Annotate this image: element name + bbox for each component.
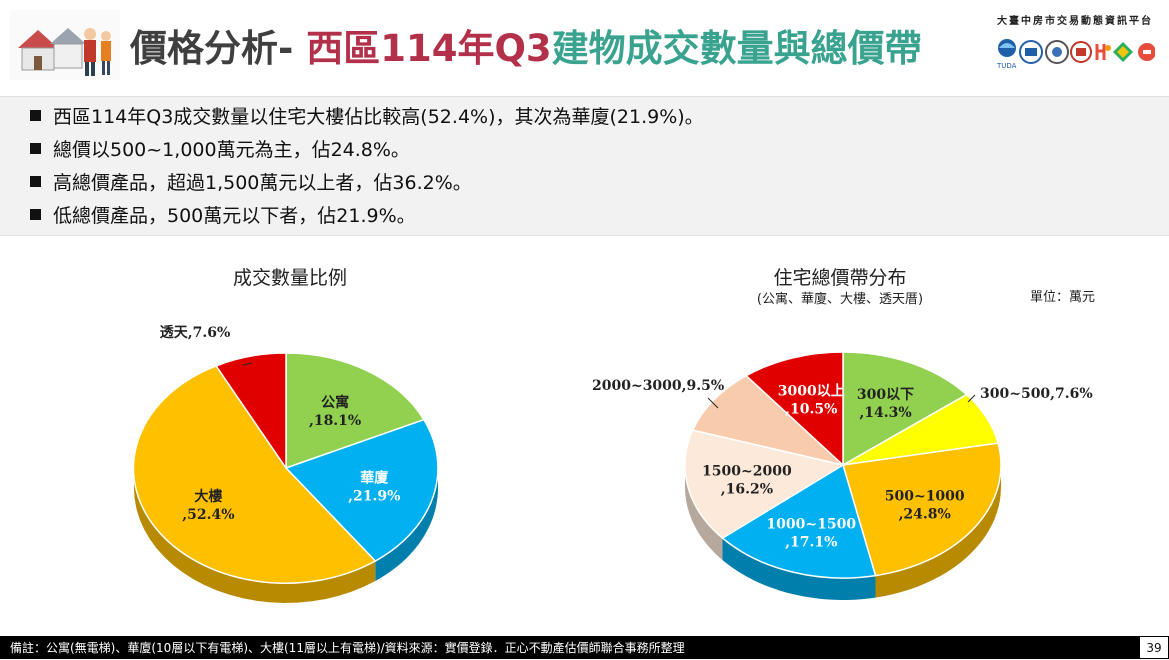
diamond-logo-icon: [1113, 42, 1133, 62]
slice-label: 公寓: [321, 394, 349, 411]
association-seal-icon: [1045, 40, 1069, 64]
slice-value-label: ,52.4%: [182, 507, 234, 523]
pie-side-2-3: [722, 538, 876, 600]
bullet-item: 高總價產品，超過1,500萬元以上者，佔36.2%。: [30, 167, 472, 199]
slice-value-label: ,18.1%: [309, 413, 361, 429]
slice-value-label: ,14.3%: [859, 405, 911, 421]
pie-side-2-4: [685, 465, 723, 561]
bullet-square-icon: [30, 209, 41, 220]
chart2-title: 住宅總價帶分布: [773, 267, 907, 289]
leader-line: [242, 362, 253, 366]
slice-label: 大樓: [194, 488, 222, 505]
slice-label: 500~1000: [885, 489, 965, 505]
pie-slice-2-0: [842, 351, 968, 467]
unit-label: 單位：萬元: [1030, 290, 1096, 305]
pie-slice-2-2: [842, 442, 1002, 577]
seal-red-icon: [1070, 41, 1092, 63]
red-cross-logo-icon: [1138, 43, 1155, 61]
slice-value-label: ,10.5%: [785, 402, 837, 418]
title-prefix: 價格分析-: [130, 27, 307, 70]
bullet-item: 低總價產品，500萬元以下者，佔21.9%。: [30, 200, 416, 232]
pie-slice-1-0: [285, 352, 426, 470]
pie-slice-1-3: [214, 352, 287, 471]
pie-chart-2: 300以下 ,14.3% 300~500,7.6% 500~1000 ,24.8% 100…: [592, 351, 1093, 600]
footer-note: 備註：公寓(無電梯)、華廈(10層以下有電梯)、大樓(11層以上有電梯)/資料來…: [10, 641, 685, 655]
bullet-square-icon: [30, 143, 41, 154]
slice-value-label: ,24.8%: [899, 507, 951, 523]
slice-value-label: ,17.1%: [785, 534, 837, 550]
slice-label: 3000以上: [778, 384, 845, 400]
house-illustration-icon: [10, 10, 120, 80]
slice-label: 華廈: [360, 469, 388, 486]
chart1-title: 成交數量比例: [232, 267, 347, 289]
bullet-text: 西區114年Q3成交數量以住宅大樓佔比較高(52.4%)，其次為華廈(21.9%…: [53, 106, 704, 128]
tuda-caption: TUDA: [996, 62, 1017, 70]
platform-branding: 大臺中房市交易動態資訊平台 TUDA: [995, 12, 1155, 82]
chart2-subtitle: (公寓、華廈、大樓、透天厝): [756, 292, 924, 307]
footer-bar: 備註：公寓(無電梯)、華廈(10層以下有電梯)、大樓(11層以上有電梯)/資料來…: [0, 636, 1169, 659]
leader-line: [707, 397, 719, 409]
pie-slice-2-5: [691, 374, 846, 467]
slice-label: 300以下: [857, 387, 914, 403]
pie-side-2-2: [875, 465, 1001, 598]
hp-logo-icon: [1095, 43, 1111, 61]
pie-slice-2-3: [721, 463, 877, 579]
bullet-text: 總價以500~1,000萬元為主，佔24.8%。: [53, 139, 410, 161]
pie-slice-1-2: [132, 364, 377, 584]
leader-line: [967, 394, 976, 403]
pie-side-1-1: [375, 468, 438, 581]
pie-charts: 公寓 ,18.1% 華廈 ,21.9% 大樓 ,52.4% 透天,7.6% 300以下 ,14.…: [132, 325, 1093, 603]
bullet-square-icon: [30, 176, 41, 187]
slice-label: 300~500,7.6%: [980, 386, 1093, 402]
bullet-item: 總價以500~1,000萬元為主，佔24.8%。: [30, 134, 410, 166]
slice-value-label: ,16.2%: [721, 482, 773, 498]
bullet-square-icon: [30, 110, 41, 121]
title-region: 西區114年Q3: [306, 27, 552, 70]
summary-bullets: 西區114年Q3成交數量以住宅大樓佔比較高(52.4%)，其次為華廈(21.9%…: [0, 96, 1169, 236]
platform-name: 大臺中房市交易動態資訊平台: [997, 16, 1153, 27]
bullet-item: 西區114年Q3成交數量以住宅大樓佔比較高(52.4%)，其次為華廈(21.9%…: [30, 101, 704, 133]
pie-slice-1-1: [284, 418, 439, 562]
title-subject: 建物成交數量與總價帶: [551, 27, 922, 70]
pie-side-1-2: [134, 468, 376, 603]
page-number: 39: [1139, 636, 1169, 659]
tuda-logo-icon: TUDA: [996, 39, 1017, 70]
bullet-text: 高總價產品，超過1,500萬元以上者，佔36.2%。: [53, 172, 472, 194]
slice-label: 1500~2000: [702, 464, 792, 480]
page-title: 價格分析- 西區114年Q3建物成交數量與總價帶: [130, 18, 922, 74]
bullet-text: 低總價產品，500萬元以下者，佔21.9%。: [53, 205, 416, 227]
city-seal-icon: [1019, 40, 1043, 64]
pie-slice-2-4: [684, 429, 845, 540]
slice-label: 透天,7.6%: [160, 325, 231, 341]
slice-label: 1000~1500: [766, 516, 856, 532]
slice-label: 2000~3000,9.5%: [592, 378, 724, 394]
slice-value-label: ,21.9%: [348, 488, 400, 504]
pie-slice-2-6: [744, 351, 844, 467]
partner-logos-icon: TUDA: [996, 39, 1155, 70]
pie-chart-1: 公寓 ,18.1% 華廈 ,21.9% 大樓 ,52.4% 透天,7.6%: [132, 325, 439, 603]
slide-header: 價格分析- 西區114年Q3建物成交數量與總價帶 大臺中房市交易動態資訊平台 T…: [0, 0, 1169, 95]
